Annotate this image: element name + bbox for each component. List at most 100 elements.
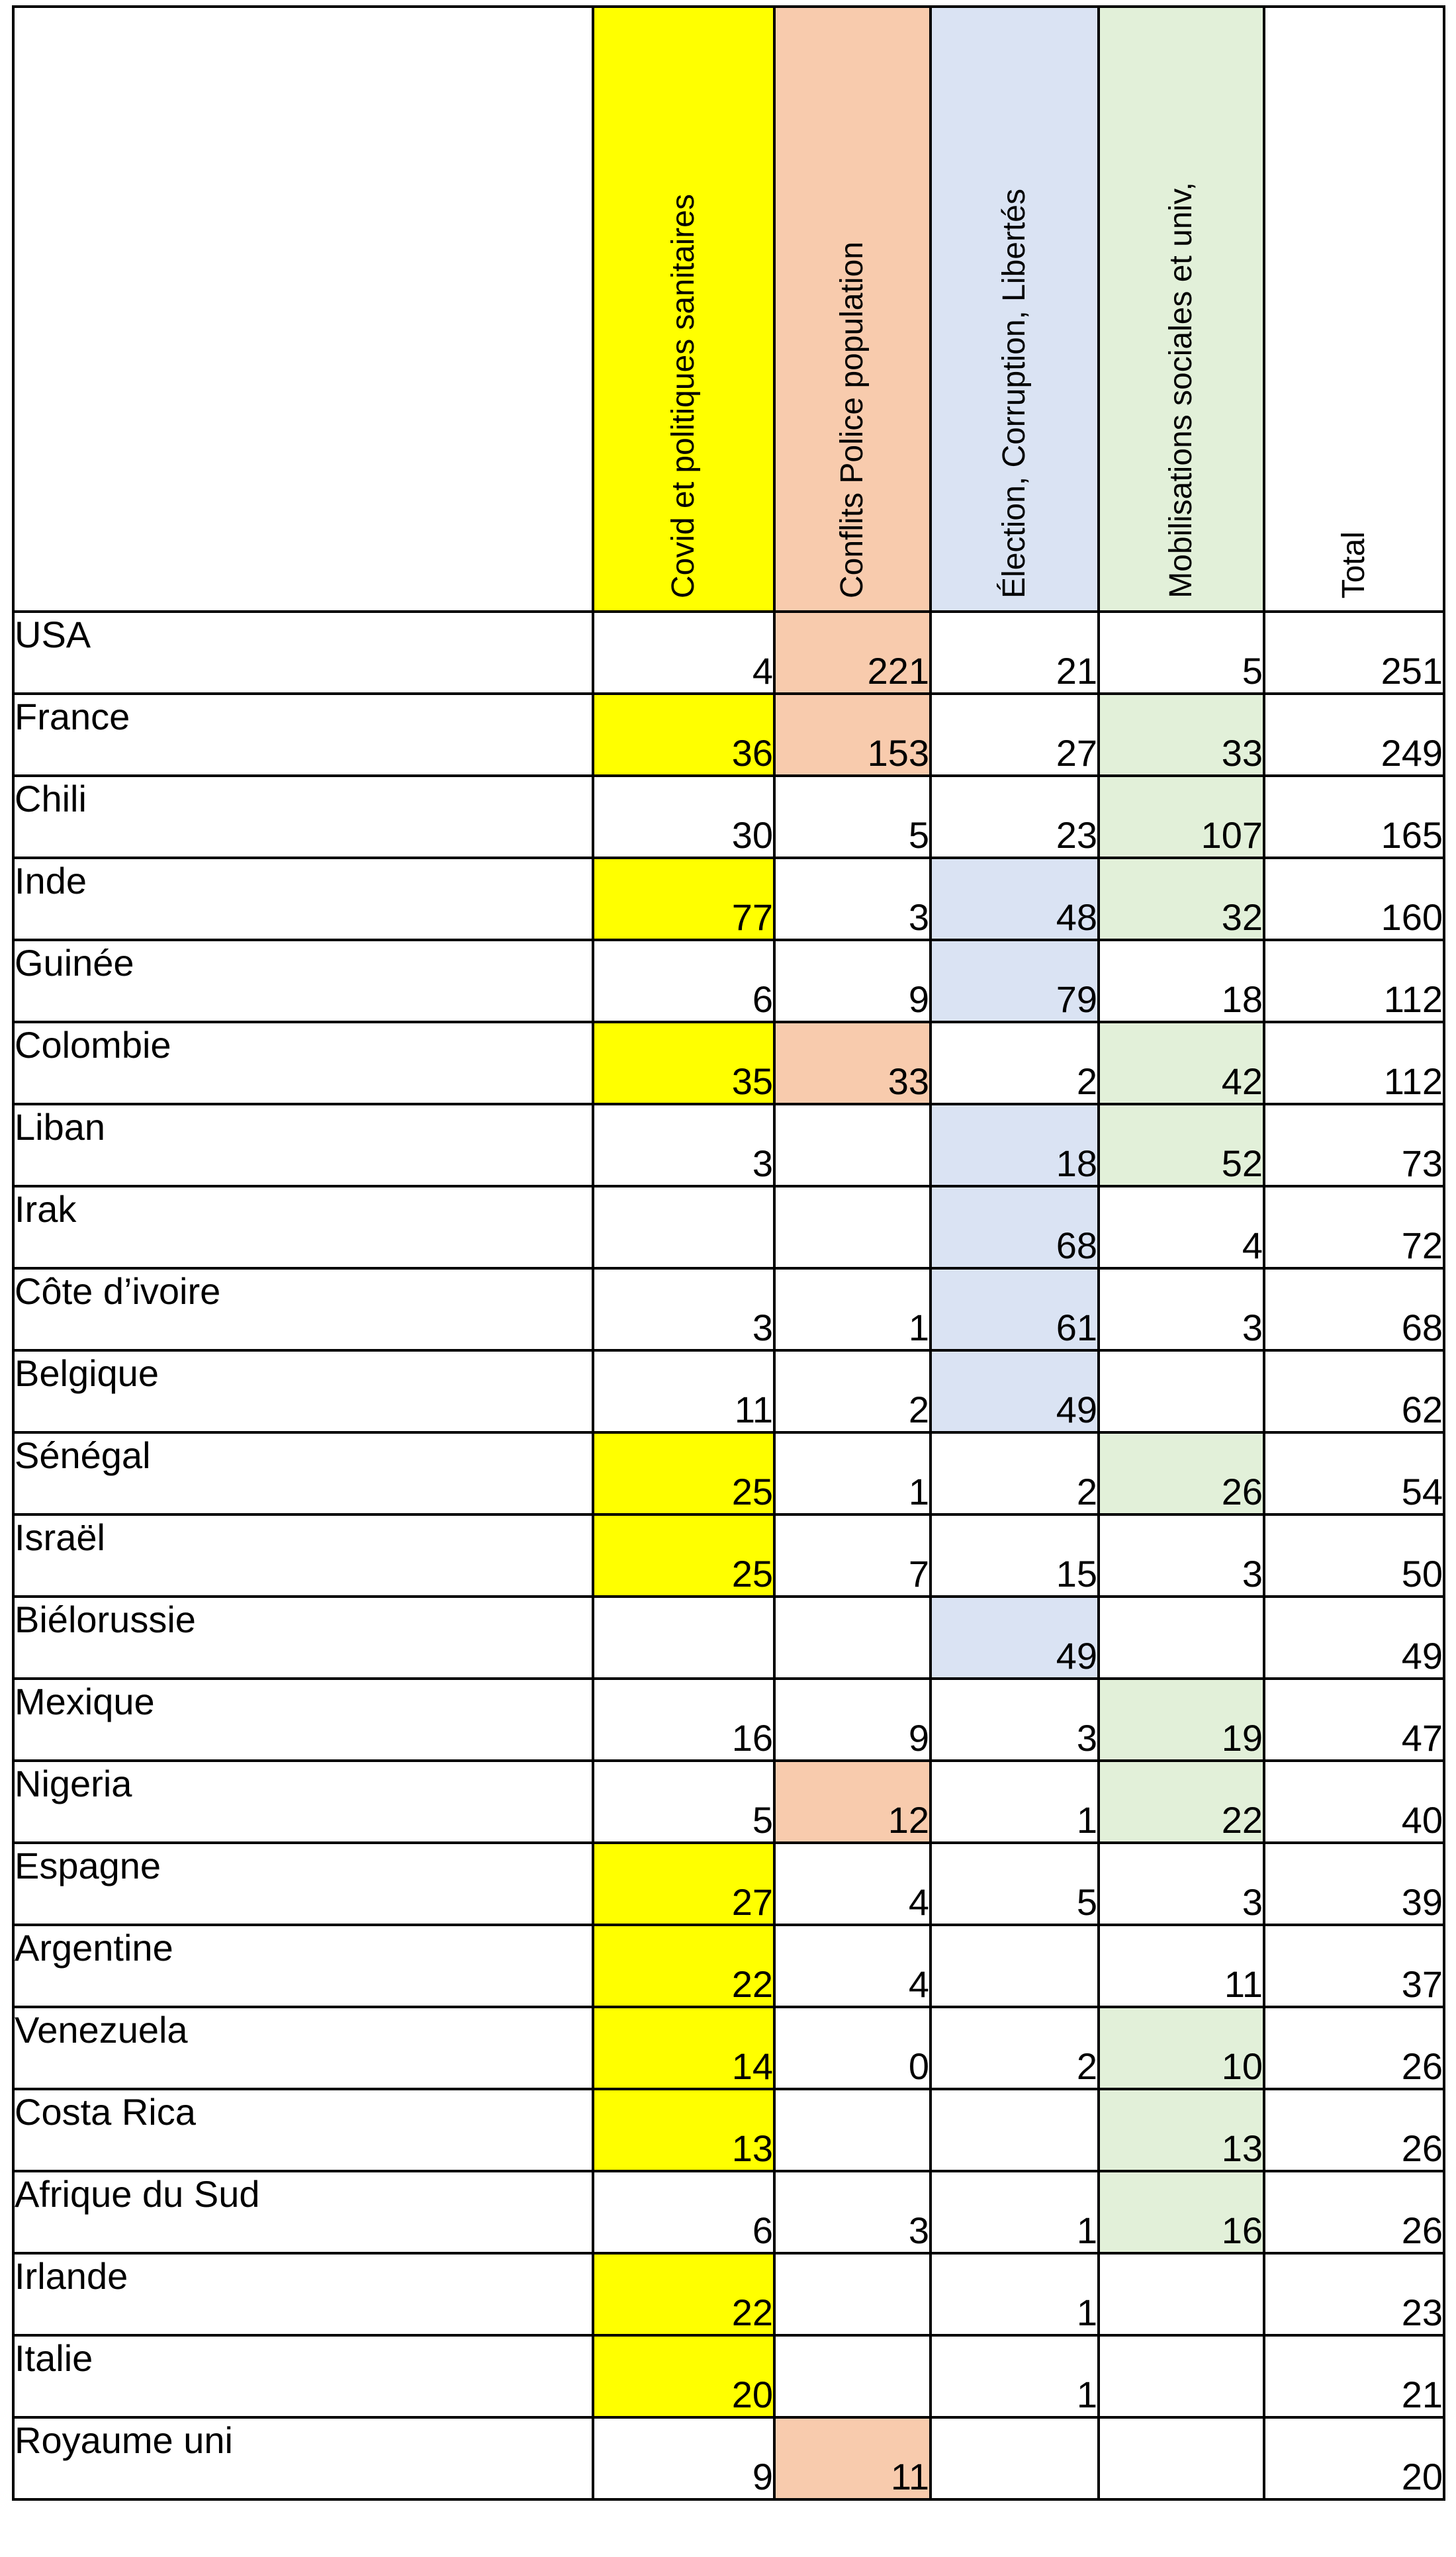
mobilisations-cell xyxy=(1097,1595,1265,1680)
covid-cell: 35 xyxy=(592,1021,776,1105)
covid-cell: 22 xyxy=(592,1924,776,2008)
header-mobilisations: Mobilisations sociales et univ, xyxy=(1097,5,1265,613)
mobilisations-cell: 33 xyxy=(1097,692,1265,777)
police-cell: 12 xyxy=(773,1759,932,1844)
total-cell: 160 xyxy=(1263,857,1445,941)
police-cell: 0 xyxy=(773,2006,932,2090)
election-cell: 2 xyxy=(929,1431,1100,1516)
election-cell: 5 xyxy=(929,1841,1100,1926)
total-cell: 50 xyxy=(1263,1513,1445,1598)
election-cell: 1 xyxy=(929,2170,1100,2255)
election-cell: 1 xyxy=(929,1759,1100,1844)
police-cell: 2 xyxy=(773,1349,932,1434)
total-cell: 26 xyxy=(1263,2170,1445,2255)
mobilisations-cell xyxy=(1097,2334,1265,2419)
mobilisations-cell xyxy=(1097,1349,1265,1434)
covid-cell: 77 xyxy=(592,857,776,941)
total-cell: 73 xyxy=(1263,1103,1445,1187)
country-cell: France xyxy=(12,692,594,777)
election-cell: 2 xyxy=(929,1021,1100,1105)
police-cell: 7 xyxy=(773,1513,932,1598)
election-cell: 1 xyxy=(929,2252,1100,2337)
country-cell: Chili xyxy=(12,774,594,859)
mobilisations-cell: 11 xyxy=(1097,1924,1265,2008)
country-cell: Italie xyxy=(12,2334,594,2419)
total-cell: 21 xyxy=(1263,2334,1445,2419)
police-cell xyxy=(773,2088,932,2172)
election-cell: 15 xyxy=(929,1513,1100,1598)
mobilisations-cell xyxy=(1097,2252,1265,2337)
covid-cell: 27 xyxy=(592,1841,776,1926)
table-row: Irlande 22 1 23 xyxy=(12,2252,1445,2337)
total-cell: 251 xyxy=(1263,610,1445,695)
covid-cell xyxy=(592,1595,776,1680)
country-cell: Mexique xyxy=(12,1677,594,1762)
mobilisations-cell: 16 xyxy=(1097,2170,1265,2255)
police-cell: 5 xyxy=(773,774,932,859)
covid-cell: 36 xyxy=(592,692,776,777)
police-cell: 4 xyxy=(773,1841,932,1926)
election-cell: 23 xyxy=(929,774,1100,859)
covid-cell: 25 xyxy=(592,1513,776,1598)
total-cell: 39 xyxy=(1263,1841,1445,1926)
covid-cell: 20 xyxy=(592,2334,776,2419)
police-cell: 4 xyxy=(773,1924,932,2008)
header-corner xyxy=(12,5,594,613)
police-cell xyxy=(773,1103,932,1187)
table-row: Biélorussie 49 49 xyxy=(12,1595,1445,1680)
country-cell: Israël xyxy=(12,1513,594,1598)
covid-cell: 13 xyxy=(592,2088,776,2172)
country-cell: USA xyxy=(12,610,594,695)
covid-cell: 5 xyxy=(592,1759,776,1844)
election-cell: 61 xyxy=(929,1267,1100,1352)
covid-cell xyxy=(592,1185,776,1270)
election-cell: 18 xyxy=(929,1103,1100,1187)
covid-cell: 6 xyxy=(592,939,776,1023)
police-cell: 153 xyxy=(773,692,932,777)
country-cell: Venezuela xyxy=(12,2006,594,2090)
country-cell: Côte d’ivoire xyxy=(12,1267,594,1352)
total-cell: 72 xyxy=(1263,1185,1445,1270)
table-row: Inde 77 3 48 32 160 xyxy=(12,857,1445,941)
table-row: Italie 20 1 21 xyxy=(12,2334,1445,2419)
country-cell: Inde xyxy=(12,857,594,941)
table-row: Côte d’ivoire 3 1 61 3 68 xyxy=(12,1267,1445,1352)
police-cell: 3 xyxy=(773,857,932,941)
police-cell: 9 xyxy=(773,1677,932,1762)
police-cell xyxy=(773,2252,932,2337)
table-row: Espagne 27 4 5 3 39 xyxy=(12,1841,1445,1926)
total-cell: 54 xyxy=(1263,1431,1445,1516)
election-cell: 3 xyxy=(929,1677,1100,1762)
election-cell xyxy=(929,1924,1100,2008)
covid-cell: 11 xyxy=(592,1349,776,1434)
header-row: Covid et politiques sanitaires Conflits … xyxy=(12,5,1445,613)
table-row: USA 4 221 21 5 251 xyxy=(12,610,1445,695)
country-cell: Sénégal xyxy=(12,1431,594,1516)
total-cell: 112 xyxy=(1263,1021,1445,1105)
header-mobilisations-label: Mobilisations sociales et univ, xyxy=(1163,182,1199,598)
mobilisations-cell: 10 xyxy=(1097,2006,1265,2090)
table-row: Venezuela 14 0 2 10 26 xyxy=(12,2006,1445,2090)
country-cell: Espagne xyxy=(12,1841,594,1926)
table-row: Israël 25 7 15 3 50 xyxy=(12,1513,1445,1598)
total-cell: 26 xyxy=(1263,2006,1445,2090)
mobilisations-cell xyxy=(1097,2416,1265,2501)
election-cell: 49 xyxy=(929,1595,1100,1680)
covid-cell: 3 xyxy=(592,1267,776,1352)
total-cell: 26 xyxy=(1263,2088,1445,2172)
mobilisations-cell: 5 xyxy=(1097,610,1265,695)
mobilisations-cell: 3 xyxy=(1097,1513,1265,1598)
country-cell: Guinée xyxy=(12,939,594,1023)
table-row: Mexique 16 9 3 19 47 xyxy=(12,1677,1445,1762)
election-cell: 79 xyxy=(929,939,1100,1023)
mobilisations-cell: 42 xyxy=(1097,1021,1265,1105)
table-row: Sénégal 25 1 2 26 54 xyxy=(12,1431,1445,1516)
mobilisations-cell: 4 xyxy=(1097,1185,1265,1270)
header-election: Élection, Corruption, Libertés xyxy=(929,5,1100,613)
total-cell: 37 xyxy=(1263,1924,1445,2008)
country-cell: Biélorussie xyxy=(12,1595,594,1680)
police-cell: 3 xyxy=(773,2170,932,2255)
table-row: Liban 3 18 52 73 xyxy=(12,1103,1445,1187)
election-cell: 2 xyxy=(929,2006,1100,2090)
election-cell: 49 xyxy=(929,1349,1100,1434)
